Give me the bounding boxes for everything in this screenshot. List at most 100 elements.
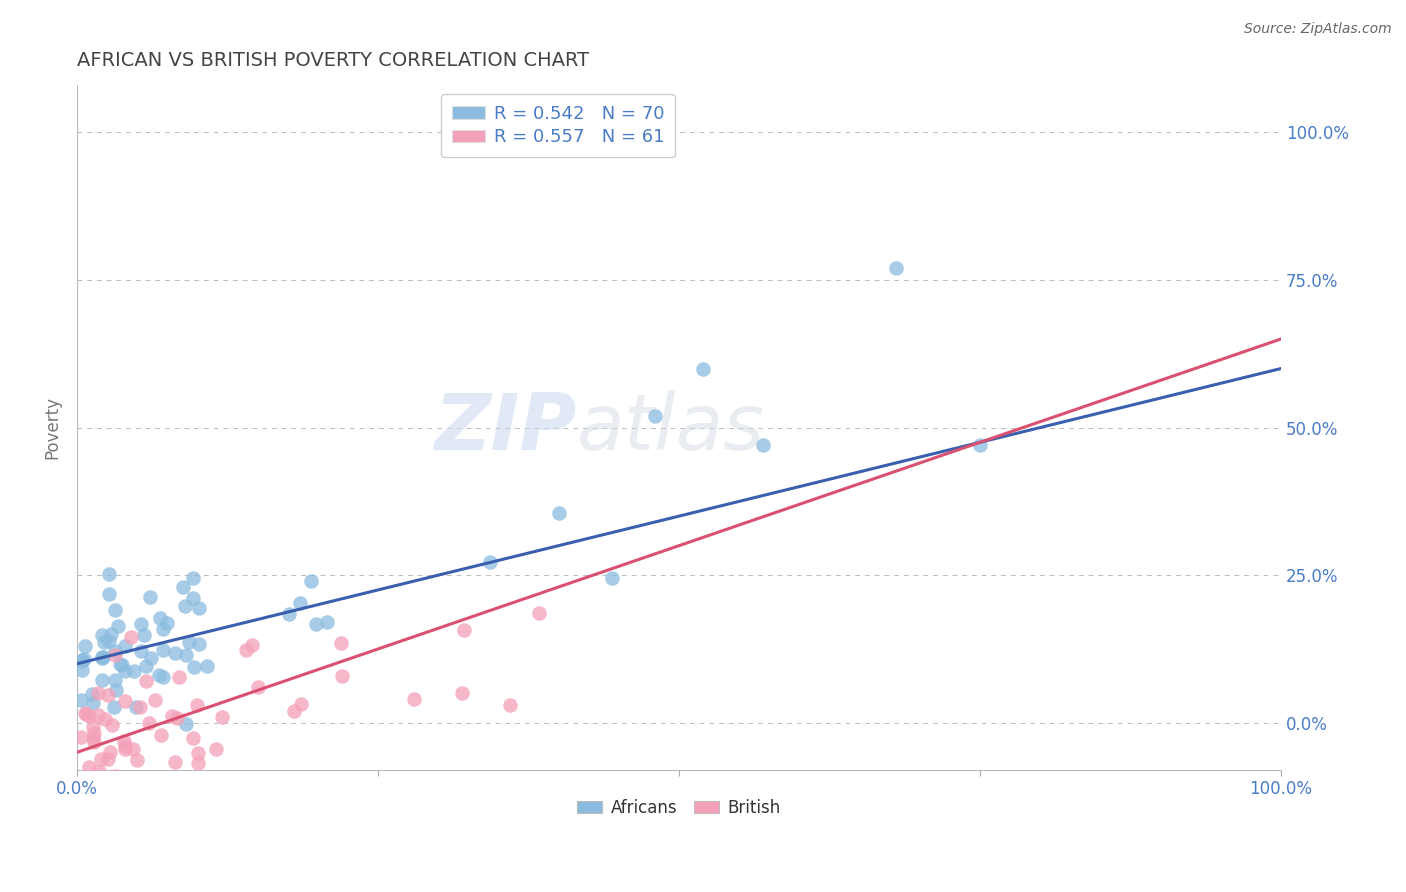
Point xyxy=(114,742,136,756)
Point xyxy=(143,693,166,707)
Point xyxy=(305,616,328,631)
Point xyxy=(91,628,114,642)
Point xyxy=(211,710,233,724)
Point xyxy=(644,409,666,423)
Point xyxy=(125,699,148,714)
Point xyxy=(70,663,93,677)
Point xyxy=(104,648,127,662)
Point xyxy=(181,571,204,585)
Point xyxy=(75,774,97,789)
Point xyxy=(174,599,197,614)
Point xyxy=(451,686,474,700)
Point xyxy=(83,726,105,740)
Point xyxy=(82,697,104,711)
Point xyxy=(187,756,209,770)
Point xyxy=(149,611,172,625)
Point xyxy=(330,668,353,682)
Point xyxy=(94,712,117,726)
Point xyxy=(163,646,186,660)
Point xyxy=(135,658,157,673)
Point xyxy=(100,627,122,641)
Point xyxy=(195,659,218,673)
Point xyxy=(183,660,205,674)
Point xyxy=(114,640,136,654)
Text: atlas: atlas xyxy=(576,390,765,466)
Point xyxy=(139,591,162,605)
Point xyxy=(90,752,112,766)
Point xyxy=(70,653,93,667)
Point xyxy=(77,760,100,774)
Point xyxy=(240,638,263,652)
Point xyxy=(138,715,160,730)
Point xyxy=(86,708,108,723)
Point xyxy=(83,735,105,749)
Point xyxy=(278,607,301,621)
Point xyxy=(187,746,209,760)
Point xyxy=(548,507,571,521)
Point xyxy=(97,566,120,581)
Point xyxy=(101,770,124,784)
Point xyxy=(600,572,623,586)
Point xyxy=(98,745,121,759)
Point xyxy=(67,805,90,819)
Point xyxy=(128,699,150,714)
Point xyxy=(70,654,93,668)
Point xyxy=(166,711,188,725)
Point xyxy=(91,673,114,687)
Point xyxy=(112,734,135,748)
Point xyxy=(288,596,311,610)
Point xyxy=(204,741,226,756)
Point xyxy=(316,615,339,629)
Point xyxy=(177,634,200,648)
Point xyxy=(198,825,221,839)
Point xyxy=(82,687,104,701)
Point xyxy=(103,700,125,714)
Point xyxy=(90,649,112,664)
Text: ZIP: ZIP xyxy=(434,390,576,466)
Point xyxy=(114,694,136,708)
Point xyxy=(90,651,112,665)
Point xyxy=(752,438,775,452)
Point xyxy=(70,730,93,744)
Point xyxy=(529,606,551,620)
Point xyxy=(127,753,149,767)
Text: AFRICAN VS BRITISH POVERTY CORRELATION CHART: AFRICAN VS BRITISH POVERTY CORRELATION C… xyxy=(77,51,589,70)
Point xyxy=(172,580,194,594)
Point xyxy=(122,742,145,756)
Point xyxy=(97,688,120,702)
Point xyxy=(89,764,111,779)
Point xyxy=(129,644,152,658)
Point xyxy=(107,618,129,632)
Point xyxy=(104,644,127,658)
Point xyxy=(73,706,96,721)
Point xyxy=(114,664,136,678)
Point xyxy=(136,845,159,859)
Point xyxy=(188,637,211,651)
Point xyxy=(139,651,162,665)
Point xyxy=(114,739,136,754)
Point xyxy=(884,261,907,276)
Y-axis label: Poverty: Poverty xyxy=(44,396,60,459)
Point xyxy=(479,555,502,569)
Point xyxy=(77,709,100,723)
Point xyxy=(98,587,121,601)
Point xyxy=(104,683,127,698)
Point xyxy=(70,772,93,786)
Point xyxy=(120,630,142,644)
Point xyxy=(101,717,124,731)
Text: Source: ZipAtlas.com: Source: ZipAtlas.com xyxy=(1244,22,1392,37)
Point xyxy=(163,756,186,770)
Point xyxy=(105,769,128,783)
Point xyxy=(104,603,127,617)
Point xyxy=(499,698,522,712)
Point xyxy=(132,774,155,789)
Point xyxy=(73,651,96,665)
Point xyxy=(135,673,157,688)
Point xyxy=(188,600,211,615)
Point xyxy=(97,752,120,766)
Point xyxy=(87,686,110,700)
Point xyxy=(152,670,174,684)
Point xyxy=(82,720,104,734)
Point xyxy=(283,704,305,718)
Point xyxy=(692,361,714,376)
